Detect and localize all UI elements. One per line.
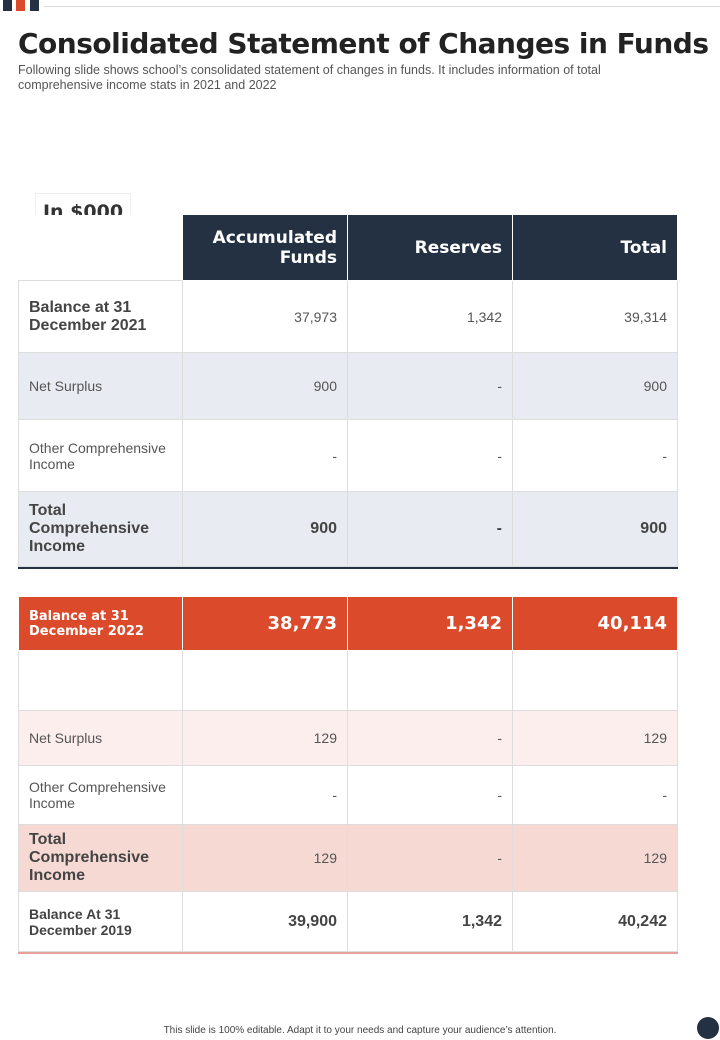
row-label: Balance at 31 December 2021: [18, 281, 183, 353]
cell-value: [513, 651, 678, 711]
row-label: Net Surplus: [18, 353, 183, 420]
row-label: [18, 651, 183, 711]
cell-value: 129: [513, 711, 678, 766]
decor-square-orange: [16, 0, 25, 11]
table-row: Balance At 31 December 2019 39,900 1,342 40…: [18, 892, 678, 952]
cell-value: 37,973: [183, 281, 348, 353]
cell-value: 1,342: [348, 597, 513, 651]
cell-value: 1,342: [348, 892, 513, 952]
decor-circle: [697, 1017, 719, 1039]
cell-value: 39,900: [183, 892, 348, 952]
cell-value: -: [513, 420, 678, 492]
table-row: Other Comprehensive Income - - -: [18, 420, 678, 492]
table-row: [18, 651, 678, 711]
cell-value: 129: [183, 711, 348, 766]
cell-value: 900: [183, 492, 348, 567]
cell-value: 39,314: [513, 281, 678, 353]
cell-value: 900: [183, 353, 348, 420]
row-label: Total Comprehensive Income: [18, 492, 183, 567]
row-label: Net Surplus: [18, 711, 183, 766]
cell-value: 129: [513, 825, 678, 892]
row-label: Balance At 31 December 2019: [18, 892, 183, 952]
cell-value: 40,114: [513, 597, 678, 651]
cell-value: -: [348, 825, 513, 892]
table-row: Balance at 31 December 2021 37,973 1,342 39…: [18, 281, 678, 353]
cell-value: -: [183, 766, 348, 825]
cell-value: -: [348, 492, 513, 567]
cell-value: 129: [183, 825, 348, 892]
cell-value: 900: [513, 492, 678, 567]
cell-value: -: [348, 766, 513, 825]
header-divider: [44, 6, 720, 7]
row-label: Other Comprehensive Income: [18, 766, 183, 825]
funds-table-2022: Balance at 31 December 2022 38,773 1,342 40…: [18, 597, 678, 954]
table-row: Balance at 31 December 2022 38,773 1,342 40…: [18, 597, 678, 651]
cell-value: 900: [513, 353, 678, 420]
table-row: Other Comprehensive Income - - -: [18, 766, 678, 825]
table-row: Total Comprehensive Income 900-900: [18, 492, 678, 567]
cell-value: -: [348, 353, 513, 420]
cell-value: -: [348, 711, 513, 766]
cell-value: -: [183, 420, 348, 492]
column-header: Reserves: [348, 215, 513, 281]
table-row: Total Comprehensive Income 129-129: [18, 825, 678, 892]
row-label: Total Comprehensive Income: [18, 825, 183, 892]
funds-table-2021: Accumulated Funds Reserves Total Balance…: [18, 215, 678, 569]
cell-value: 38,773: [183, 597, 348, 651]
decor-square-navy: [3, 0, 12, 11]
page-title: Consolidated Statement of Changes in Fun…: [18, 27, 709, 60]
row-label: Balance at 31 December 2022: [18, 597, 183, 651]
table-header: Accumulated Funds Reserves Total: [18, 215, 678, 281]
column-header: Total: [513, 215, 678, 281]
table-row: Net Surplus 129-129: [18, 711, 678, 766]
cell-value: [183, 651, 348, 711]
cell-value: 40,242: [513, 892, 678, 952]
cell-value: 1,342: [348, 281, 513, 353]
decor-square-navy-2: [30, 0, 39, 11]
footer-note: This slide is 100% editable. Adapt it to…: [163, 1025, 557, 1036]
row-label: Other Comprehensive Income: [18, 420, 183, 492]
page-subtitle: Following slide shows school’s consolida…: [18, 63, 601, 92]
header-blank: [18, 215, 183, 281]
table-row: Net Surplus 900-900: [18, 353, 678, 420]
cell-value: [348, 651, 513, 711]
column-header: Accumulated Funds: [183, 215, 348, 281]
cell-value: -: [348, 420, 513, 492]
cell-value: -: [513, 766, 678, 825]
